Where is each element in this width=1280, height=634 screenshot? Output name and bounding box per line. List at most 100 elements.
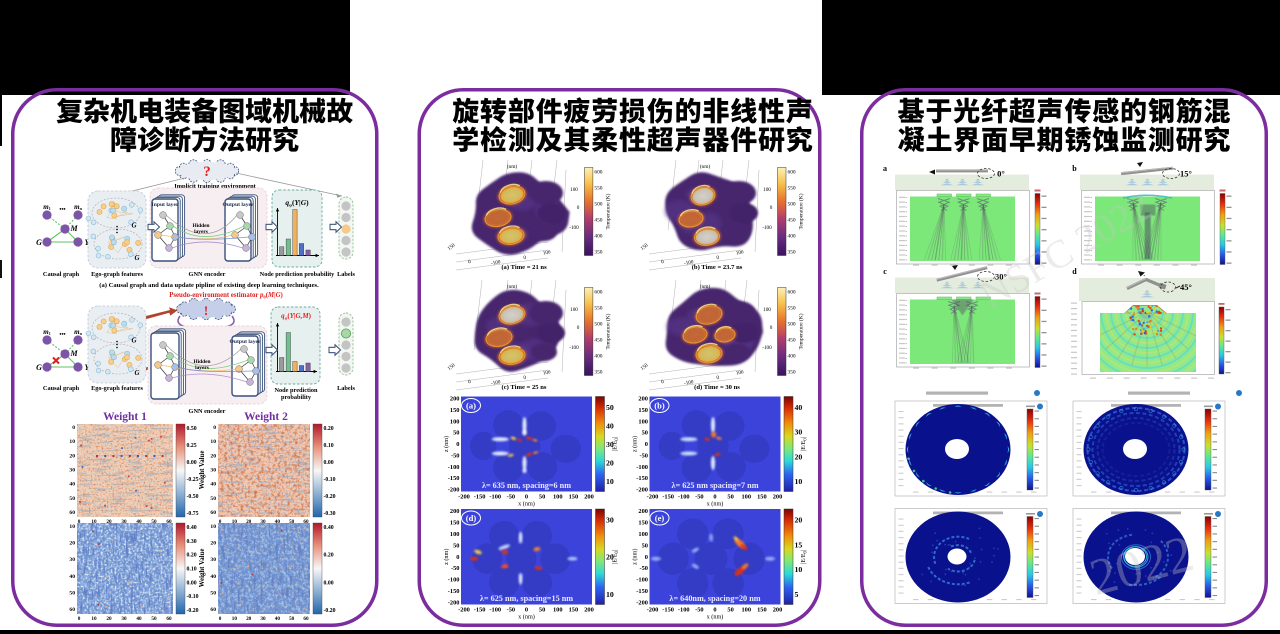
svg-text:-0.25: -0.25 <box>187 477 199 483</box>
svg-text:60: 60 <box>303 616 309 622</box>
svg-text:-100: -100 <box>762 225 772 231</box>
svg-text:40: 40 <box>275 519 281 525</box>
svg-text:100: 100 <box>763 307 771 313</box>
svg-text:-0.20: -0.20 <box>324 608 336 614</box>
svg-text:Labels: Labels <box>337 271 355 278</box>
svg-text:100: 100 <box>553 607 563 614</box>
svg-text:30: 30 <box>121 519 127 525</box>
svg-text:400: 400 <box>788 354 796 360</box>
svg-text:m1: m1 <box>43 203 50 211</box>
svg-text:0.00: 0.00 <box>324 580 334 586</box>
svg-text:-100: -100 <box>678 607 690 614</box>
svg-text:200: 200 <box>584 607 594 614</box>
svg-text:50: 50 <box>151 519 157 525</box>
svg-text:z (nm): z (nm) <box>443 436 450 452</box>
svg-text:(nm): (nm) <box>700 163 711 170</box>
svg-text:450: 450 <box>788 338 796 344</box>
svg-text:0.10: 0.10 <box>324 443 334 449</box>
svg-text:150: 150 <box>757 494 767 501</box>
svg-text:-100: -100 <box>448 464 460 471</box>
svg-text:0.20: 0.20 <box>324 426 334 432</box>
svg-text:100: 100 <box>542 249 551 257</box>
svg-text:Labels: Labels <box>337 385 355 392</box>
svg-text:0: 0 <box>713 494 716 501</box>
svg-text:x (nm): x (nm) <box>518 614 535 621</box>
svg-text:50: 50 <box>210 496 216 502</box>
svg-text:500: 500 <box>788 322 796 328</box>
svg-text:60: 60 <box>166 616 172 622</box>
svg-text:0: 0 <box>525 607 528 614</box>
svg-text:400: 400 <box>594 354 602 360</box>
svg-text:0: 0 <box>467 379 472 386</box>
svg-text:200: 200 <box>450 508 460 515</box>
svg-text:40: 40 <box>795 403 803 412</box>
svg-text:0: 0 <box>713 607 716 614</box>
svg-text:30: 30 <box>260 616 266 622</box>
svg-text:200: 200 <box>773 607 783 614</box>
svg-text:-150: -150 <box>636 475 648 482</box>
svg-text:350: 350 <box>788 250 796 256</box>
svg-text:Input layer: Input layer <box>152 202 179 208</box>
svg-text:|E/E0|: |E/E0| <box>801 550 809 564</box>
svg-text:0.20: 0.20 <box>324 553 334 559</box>
svg-text:50: 50 <box>606 403 614 412</box>
svg-text:450: 450 <box>594 338 602 344</box>
svg-text:400: 400 <box>788 234 796 240</box>
svg-text:qφ(Y|G): qφ(Y|G) <box>285 198 309 208</box>
svg-text:-0.30: -0.30 <box>324 511 336 517</box>
svg-text:150: 150 <box>450 407 460 414</box>
svg-text:100: 100 <box>735 249 744 257</box>
svg-text:550: 550 <box>594 186 602 192</box>
svg-text:-100: -100 <box>491 259 502 267</box>
svg-text:0: 0 <box>213 425 216 431</box>
svg-text:550: 550 <box>788 306 796 312</box>
svg-text:x (nm): x (nm) <box>518 501 535 508</box>
svg-text:100: 100 <box>741 607 751 614</box>
svg-text:20: 20 <box>210 541 216 547</box>
svg-text:0: 0 <box>456 441 459 448</box>
svg-text:0.25: 0.25 <box>187 443 197 449</box>
svg-text:Temperature (K): Temperature (K) <box>798 313 805 349</box>
svg-text:20: 20 <box>246 616 252 622</box>
svg-text:0: 0 <box>525 494 528 501</box>
svg-text:0: 0 <box>523 255 527 261</box>
svg-text:mn: mn <box>74 328 82 336</box>
svg-text:100: 100 <box>542 369 551 377</box>
svg-text:-0.50: -0.50 <box>187 494 199 500</box>
svg-text:-150: -150 <box>474 494 486 501</box>
svg-text:0.20: 0.20 <box>187 553 197 559</box>
svg-text:-200: -200 <box>647 607 659 614</box>
svg-text:450: 450 <box>788 218 796 224</box>
svg-text:150: 150 <box>640 362 650 372</box>
svg-text:(d) Time = 30 ns: (d) Time = 30 ns <box>694 384 740 391</box>
svg-text:(a) Time = 21 ns: (a) Time = 21 ns <box>501 264 547 271</box>
svg-text:0: 0 <box>219 616 222 622</box>
svg-text:GNN encoder: GNN encoder <box>189 408 226 415</box>
svg-text:30: 30 <box>121 616 127 622</box>
svg-text:0: 0 <box>660 379 665 386</box>
svg-text:40: 40 <box>275 616 281 622</box>
svg-text:50: 50 <box>727 607 733 614</box>
svg-text:(a) Causal graph and data upda: (a) Causal graph and data update pipline… <box>99 282 319 289</box>
svg-text:30°: 30° <box>995 272 1007 282</box>
svg-text:probability: probability <box>281 394 312 401</box>
svg-text:Weight 2: Weight 2 <box>244 411 288 423</box>
svg-text:-0.20: -0.20 <box>324 494 336 500</box>
svg-text:150: 150 <box>638 519 648 526</box>
svg-text:-0.20: -0.20 <box>187 608 199 614</box>
svg-text:10: 10 <box>69 524 75 530</box>
svg-text:5: 5 <box>795 590 799 599</box>
svg-text:-100: -100 <box>491 379 502 387</box>
svg-text:Temperature (K): Temperature (K) <box>604 313 611 349</box>
svg-text:m1: m1 <box>43 328 50 336</box>
svg-text:layers: layers <box>195 365 209 371</box>
svg-text:-100: -100 <box>678 494 690 501</box>
svg-text:0: 0 <box>770 325 773 331</box>
svg-text:10: 10 <box>69 439 75 445</box>
svg-text:20: 20 <box>606 553 614 562</box>
svg-text:20: 20 <box>795 515 803 524</box>
svg-text:0: 0 <box>716 375 720 381</box>
svg-text:40: 40 <box>136 616 142 622</box>
svg-text:d: d <box>1072 267 1077 276</box>
svg-text:15°: 15° <box>1180 169 1192 179</box>
